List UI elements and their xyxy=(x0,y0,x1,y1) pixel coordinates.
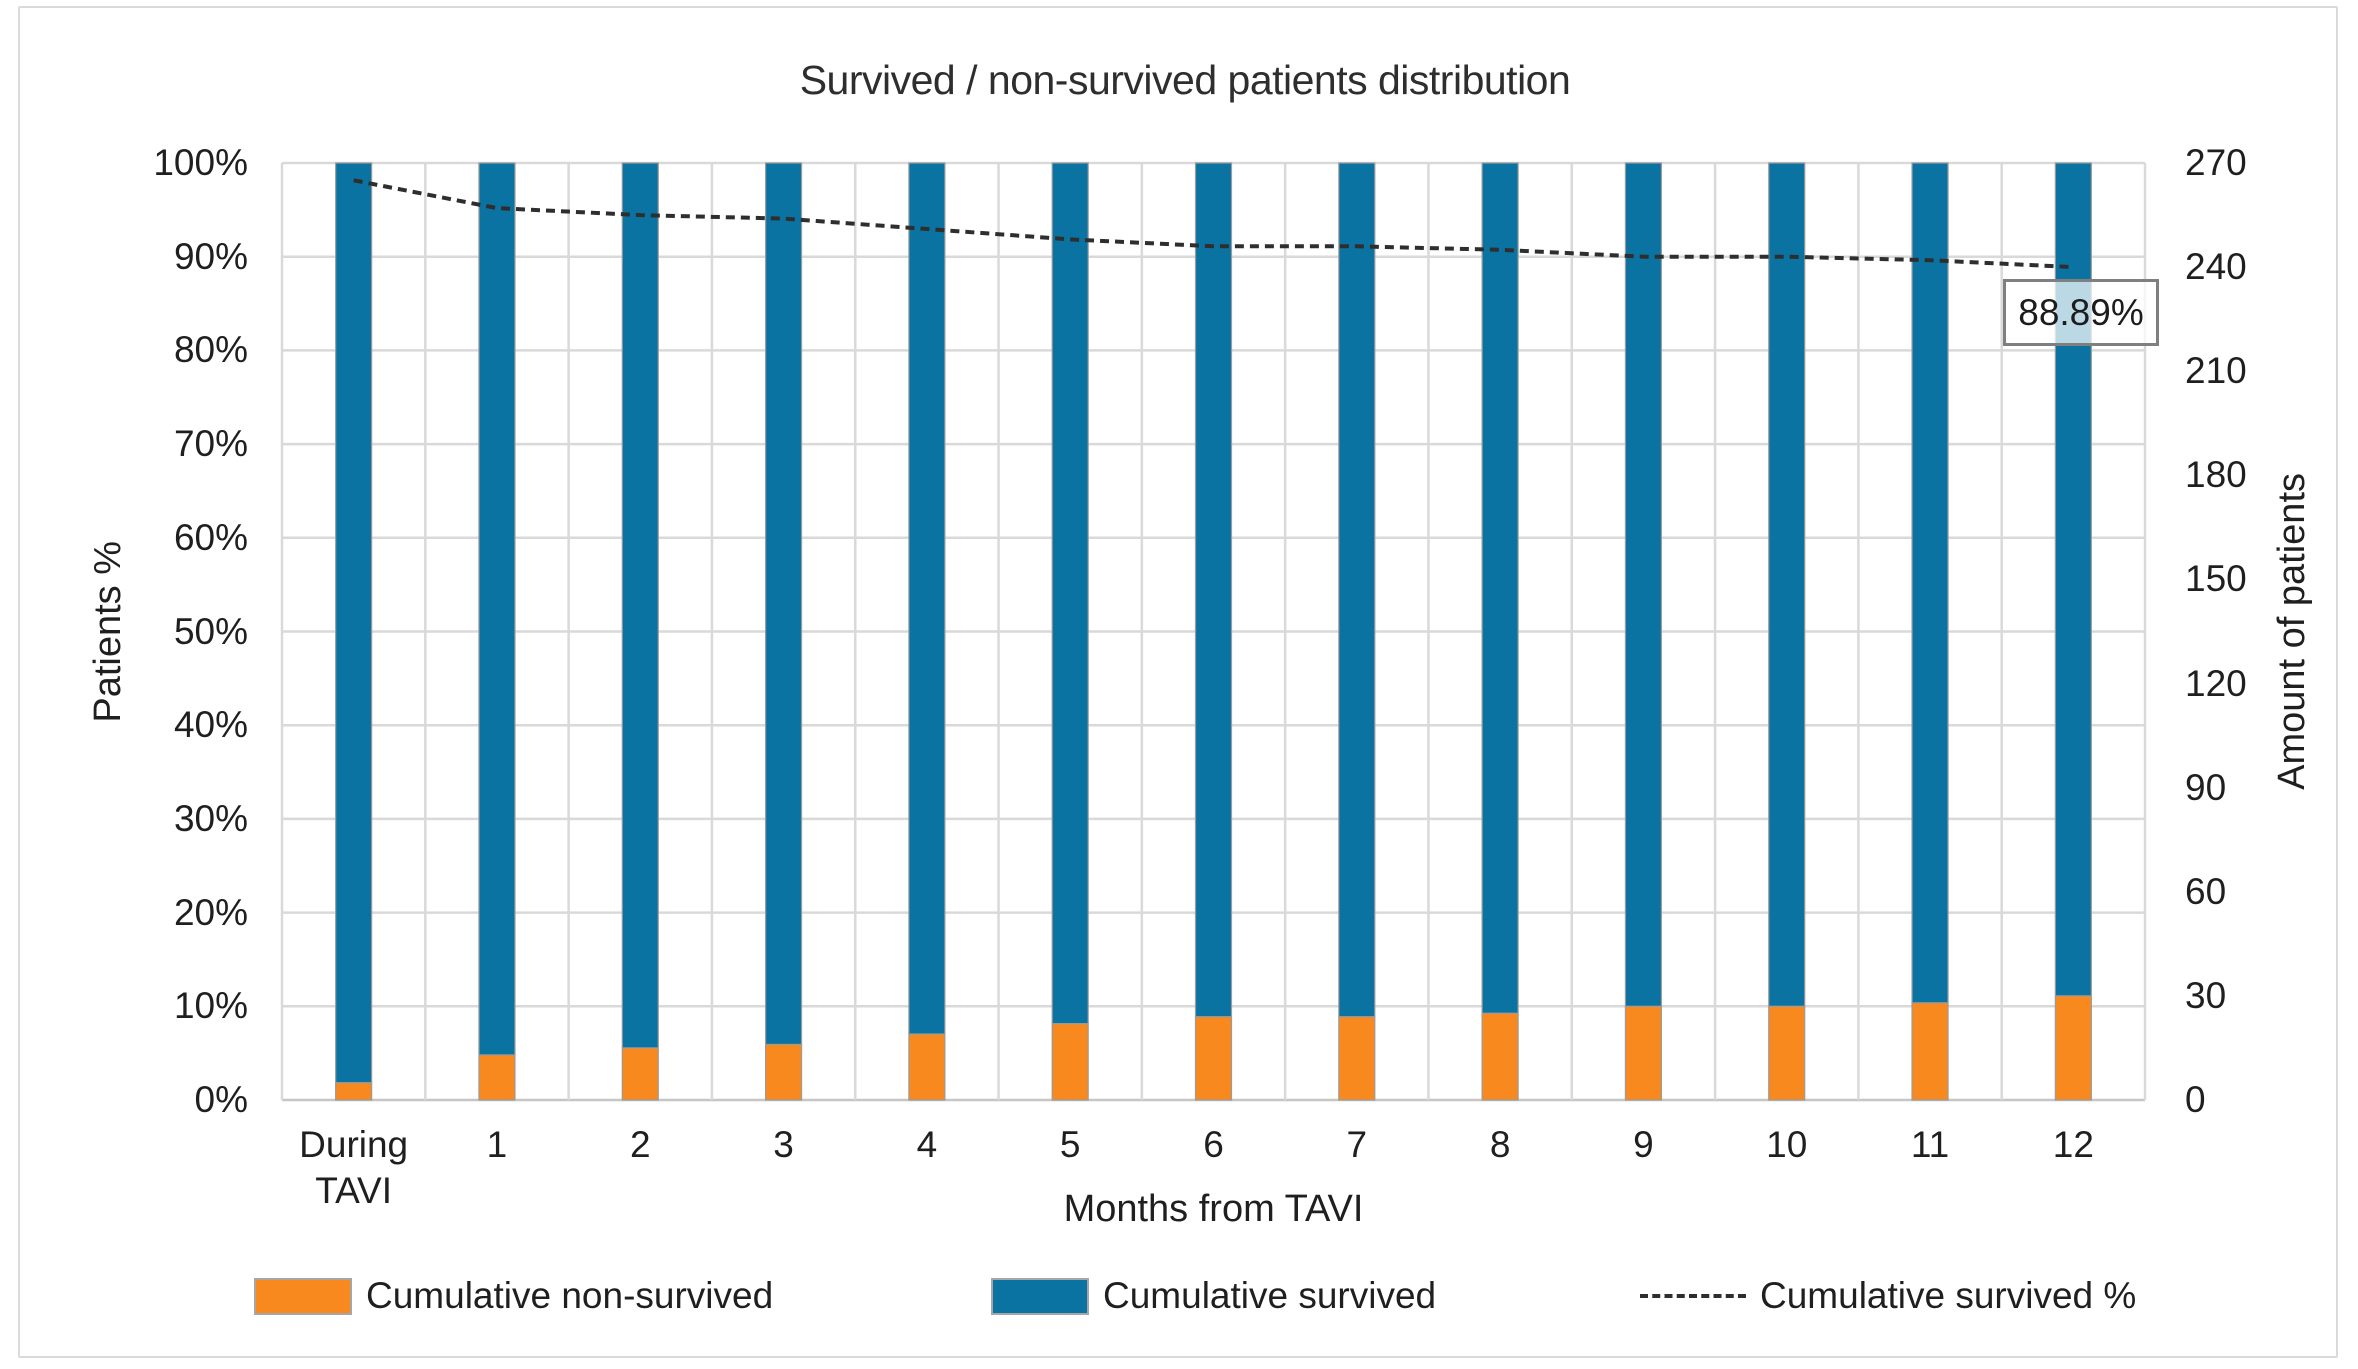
bar-survived xyxy=(1194,162,1233,1018)
bar-non-survived xyxy=(1624,1005,1663,1101)
legend: Cumulative non-survived Cumulative survi… xyxy=(0,1270,2358,1322)
bar-survived xyxy=(1051,162,1089,1025)
bar-non-survived xyxy=(2054,995,2092,1101)
legend-label-survived-pct: Cumulative survived % xyxy=(1760,1275,2137,1316)
survived-swatch-icon xyxy=(991,1277,1089,1315)
legend-label-non-survived: Cumulative non-survived xyxy=(366,1275,774,1316)
bar-non-survived xyxy=(1481,1012,1519,1101)
chart-title: Survived / non-survived patients distrib… xyxy=(799,57,1571,103)
bar-survived xyxy=(1911,162,1949,1004)
bar-survived xyxy=(1481,162,1519,1014)
non-survived-swatch-icon xyxy=(254,1277,352,1315)
bar-survived xyxy=(1768,162,1806,1007)
dashed-line-swatch-icon xyxy=(1640,1294,1746,1298)
cumulative-survived-pct-line xyxy=(353,178,2074,270)
x-axis-title: Months from TAVI xyxy=(1063,1188,1364,1230)
bar-survived xyxy=(764,162,803,1046)
line-end-data-label: 88.89% xyxy=(2003,279,2159,346)
left-axis-title-text: Patients % xyxy=(86,540,129,723)
bar-survived xyxy=(335,162,373,1084)
legend-item-non-survived: Cumulative non-survived xyxy=(254,1270,773,1322)
legend-item-survived-pct: Cumulative survived % xyxy=(1640,1270,2136,1322)
bar-non-survived xyxy=(621,1047,659,1101)
bar-non-survived xyxy=(1768,1005,1806,1101)
bar-non-survived xyxy=(764,1043,803,1101)
bar-non-survived xyxy=(1194,1016,1233,1101)
left-axis-title: Patients % xyxy=(78,163,138,1100)
bar-non-survived xyxy=(1051,1023,1089,1101)
right-axis-title: Amount of patients xyxy=(2262,163,2322,1100)
bar-survived xyxy=(478,162,516,1056)
bar-survived xyxy=(908,162,946,1035)
bar-non-survived xyxy=(335,1082,373,1101)
bar-non-survived xyxy=(478,1054,516,1101)
legend-label-survived: Cumulative survived xyxy=(1103,1275,1437,1316)
bar-non-survived xyxy=(1338,1016,1376,1101)
bar-survived xyxy=(1338,162,1376,1018)
figure-frame xyxy=(18,6,2338,1358)
bar-non-survived xyxy=(1911,1002,1949,1101)
bar-survived xyxy=(1624,162,1663,1007)
bar-survived xyxy=(621,162,659,1049)
right-axis-title-text: Amount of patients xyxy=(2270,473,2313,790)
legend-item-survived: Cumulative survived xyxy=(991,1270,1436,1322)
bar-non-survived xyxy=(908,1033,946,1101)
